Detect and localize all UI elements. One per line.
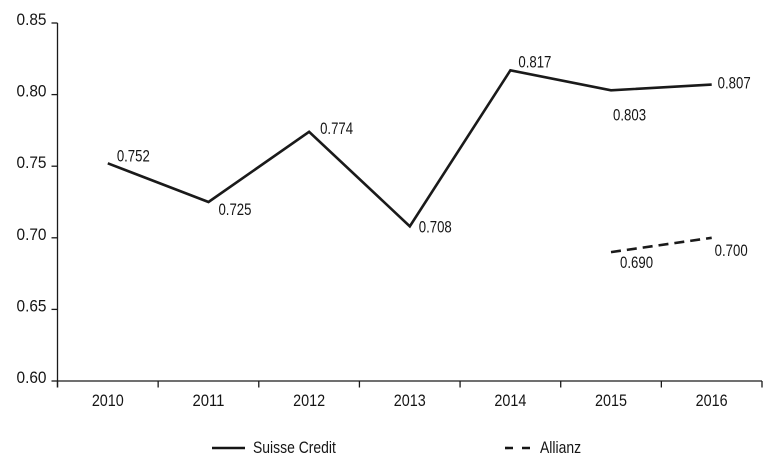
point-label: 0.690 [620, 253, 653, 272]
x-tick-label: 2015 [595, 391, 627, 410]
x-tick-label: 2016 [696, 391, 728, 410]
point-label: 0.752 [117, 146, 150, 165]
y-tick-label: 0.65 [17, 296, 47, 315]
x-tick-label: 2012 [293, 391, 325, 410]
dashed-line-icon [505, 446, 532, 450]
x-tick-label: 2014 [494, 391, 526, 410]
point-label: 0.774 [320, 119, 353, 138]
y-tick-label: 0.80 [17, 82, 47, 101]
y-tick-label: 0.75 [17, 153, 47, 172]
legend-label-allianz: Allianz [540, 438, 582, 457]
legend-item-suisse-credit: Suisse Credit [212, 438, 354, 458]
legend-label-suisse-credit: Suisse Credit [253, 438, 336, 457]
x-tick-label: 2011 [192, 391, 224, 410]
solid-line-icon [212, 446, 245, 450]
point-label: 0.807 [718, 74, 751, 93]
point-label: 0.803 [613, 105, 646, 124]
y-tick-label: 0.70 [17, 225, 47, 244]
series-line-suisse-credit [107, 68, 712, 229]
x-tick-label: 2013 [394, 391, 426, 410]
x-tick-label: 2010 [92, 391, 124, 410]
point-label: 0.708 [419, 217, 452, 236]
point-label: 0.725 [218, 200, 251, 219]
chart-legend: Suisse Credit Allianz [0, 438, 770, 460]
legend-item-allianz: Allianz [505, 438, 590, 458]
y-tick-label: 0.60 [17, 368, 47, 387]
point-label: 0.700 [715, 241, 748, 260]
series-line-allianz [610, 236, 712, 254]
y-tick-label: 0.85 [17, 10, 47, 29]
point-label: 0.817 [518, 52, 551, 71]
